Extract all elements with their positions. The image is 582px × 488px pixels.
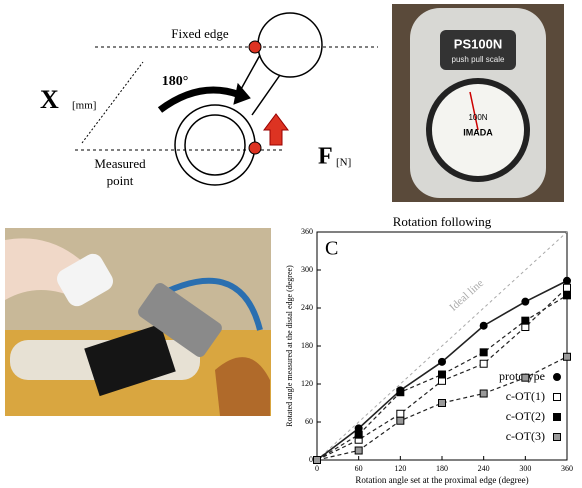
force-arrow [264, 114, 288, 145]
canvas: Fixed edge 180° X [mm] F [N] Measured po… [0, 0, 582, 488]
x-tick-label: 360 [561, 464, 573, 473]
ideal-label: Ideal line [447, 277, 486, 314]
point [522, 317, 529, 324]
measured-point [249, 142, 261, 154]
point [522, 298, 529, 305]
point [314, 457, 321, 464]
inner-ring [185, 115, 245, 175]
gauge-model: PS100N [454, 36, 502, 51]
fixed-edge: Fixed edge [171, 26, 229, 41]
figure: Fixed edge 180° X [mm] F [N] Measured po… [0, 0, 582, 488]
y-tick-label: 300 [301, 265, 313, 274]
y-tick-label: 360 [301, 227, 313, 236]
point-text: point [107, 173, 134, 188]
gauge-caption: push pull scale [452, 55, 505, 64]
plot: 0 60 120 180 240 300 360 0 60 120 180 240 300 360 Idea… [301, 227, 573, 473]
point [397, 410, 404, 417]
f-symbol: F [318, 144, 333, 170]
legend-marker [554, 434, 561, 441]
measured-text: Measured [94, 156, 146, 171]
gauge-brand: IMADA [463, 127, 493, 137]
ideal-line [317, 232, 567, 460]
arm [235, 55, 280, 115]
point [522, 374, 529, 381]
point [480, 349, 487, 356]
y-tick-label: 0 [309, 455, 313, 464]
panel-label: C [325, 238, 338, 260]
gauge-photo [392, 4, 564, 202]
x-label: Rotation angle set at the proximal edge … [355, 475, 528, 485]
point [439, 400, 446, 407]
legend-label: c-OT(1) [506, 389, 545, 403]
fixed-point [249, 41, 261, 53]
point [480, 322, 487, 329]
x-symbol: X [40, 85, 59, 114]
legend-label: c-OT(2) [506, 409, 545, 423]
f-unit: [N] [336, 157, 351, 169]
point [480, 390, 487, 397]
point [439, 371, 446, 378]
point [564, 292, 571, 299]
outer-ring [175, 105, 255, 185]
y-tick-label: 120 [301, 379, 313, 388]
legend-marker [554, 414, 561, 421]
x-tick-label: 0 [315, 464, 319, 473]
point [397, 389, 404, 396]
point [564, 284, 571, 291]
point [564, 277, 571, 284]
x-tick-label: 120 [394, 464, 406, 473]
x-unit: [mm] [72, 100, 96, 112]
point [355, 431, 362, 438]
gauge-range: 100N [468, 113, 487, 122]
x-tick-label: 240 [478, 464, 490, 473]
legend-marker [554, 394, 561, 401]
point [480, 360, 487, 367]
angle: 180° [162, 74, 189, 89]
experiment-photo [5, 228, 271, 416]
point [439, 358, 446, 365]
y-label: Rotated angle measured at the distal edg… [285, 265, 294, 427]
point [397, 417, 404, 424]
x-tick-label: 180 [436, 464, 448, 473]
legend-marker [554, 374, 561, 381]
x-tick-label: 300 [519, 464, 531, 473]
y-tick-label: 60 [305, 417, 313, 426]
legend-label: c-OT(3) [506, 429, 545, 443]
y-tick-label: 240 [301, 303, 313, 312]
loop [258, 13, 322, 77]
y-tick-label: 180 [301, 341, 313, 350]
point [564, 353, 571, 360]
x-tick-label: 60 [355, 464, 363, 473]
chart-title: Rotation following [393, 214, 492, 229]
point [355, 447, 362, 454]
